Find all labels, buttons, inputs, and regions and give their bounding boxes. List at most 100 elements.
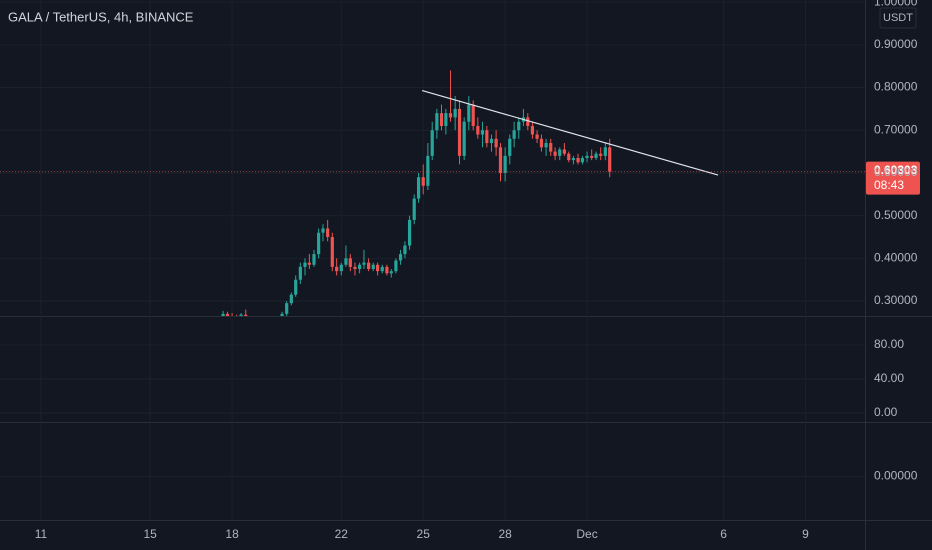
candle-body: [353, 266, 357, 270]
candle-body: [289, 294, 293, 304]
candle-body: [239, 314, 243, 316]
candle-body: [221, 313, 225, 316]
candle-body: [330, 237, 334, 267]
x-tick-label: 22: [335, 527, 349, 541]
x-tick-label: 28: [498, 527, 512, 541]
candle-body: [489, 138, 494, 144]
candle-body: [467, 104, 471, 122]
candle-body: [426, 155, 430, 186]
candle-body: [517, 121, 521, 131]
candle-body: [348, 258, 352, 267]
candle-body: [321, 228, 325, 233]
y-tick-label: 0.00000: [874, 469, 918, 483]
candle-body: [294, 279, 298, 295]
candle-body: [367, 262, 371, 270]
candle-body: [558, 149, 562, 156]
candle-body: [608, 147, 612, 172]
grid: [0, 0, 865, 520]
y-tick-label: 0.90000: [874, 37, 918, 51]
candle-body: [335, 266, 339, 272]
candle-body: [471, 104, 475, 126]
candle-body: [416, 177, 421, 199]
candle-body: [448, 113, 453, 118]
candles: [221, 70, 612, 316]
candle-body: [476, 125, 480, 135]
y-tick-label: 0.80000: [874, 80, 918, 94]
x-tick-label: 9: [802, 527, 809, 541]
candle-body: [498, 147, 503, 173]
candle-body: [512, 130, 516, 139]
candle-body: [457, 108, 462, 156]
x-tick-label: Dec: [576, 527, 597, 541]
candle-body: [307, 262, 311, 265]
y-tick-label: 0.30000: [874, 293, 918, 307]
candle-body: [339, 264, 343, 272]
y-tick-label: 1.00000: [874, 0, 918, 8]
candle-body: [244, 314, 248, 316]
candle-body: [567, 153, 571, 161]
candle-body: [326, 228, 330, 237]
last-price-box: [866, 161, 920, 195]
candle-body: [544, 143, 548, 148]
candle-body: [298, 266, 302, 280]
candle-body: [530, 125, 535, 135]
candle-body: [303, 262, 307, 267]
candle-body: [485, 130, 489, 144]
chart-title: GALA / TetherUS, 4h, BINANCE: [8, 9, 194, 24]
candle-body: [444, 113, 448, 126]
x-tick-label: 15: [143, 527, 157, 541]
candle-body: [412, 198, 416, 220]
quote-unit: USDT: [883, 12, 913, 24]
candle-body: [494, 138, 498, 148]
candle-body: [439, 113, 444, 126]
candle-body: [280, 313, 284, 316]
candle-body: [389, 271, 393, 274]
candle-body: [603, 147, 607, 156]
candle-body: [421, 177, 425, 186]
y-tick-label: 0.50000: [874, 208, 918, 222]
candle-body: [362, 262, 366, 265]
candle-body: [549, 143, 553, 152]
candle-body: [357, 264, 362, 270]
candle-body: [553, 151, 557, 156]
y-tick-label: 0.00: [874, 405, 898, 419]
candle-body: [380, 266, 384, 272]
x-tick-label: 25: [417, 527, 431, 541]
candle-body: [585, 155, 589, 158]
candle-body: [599, 153, 603, 156]
candle-body: [526, 117, 530, 126]
candle-body: [403, 245, 407, 255]
candle-body: [376, 264, 380, 272]
candle-body: [453, 108, 457, 118]
candle-body: [576, 158, 580, 163]
candle-body: [480, 130, 485, 135]
candle-body: [398, 254, 403, 261]
y-tick-label: 0.70000: [874, 122, 918, 136]
candle-body: [317, 232, 321, 255]
candle-body: [571, 158, 575, 161]
unit-box[interactable]: [879, 7, 917, 29]
last-price-label: 0.60303: [874, 163, 918, 177]
candle-body: [312, 254, 316, 265]
x-tick-label: 6: [720, 527, 727, 541]
y-tick-label: 0.60000: [874, 165, 918, 179]
candle-body: [371, 264, 375, 270]
y-tick-label: 40.00: [874, 371, 904, 385]
candle-body: [508, 138, 512, 156]
candle-body: [385, 266, 389, 274]
candle-body: [435, 113, 439, 131]
candle-body: [535, 134, 539, 139]
countdown: 08:43: [874, 178, 904, 192]
y-tick-label: 0.40000: [874, 251, 918, 265]
candle-body: [430, 130, 434, 156]
candle-body: [407, 219, 412, 246]
trendline: [421, 89, 719, 176]
candle-body: [462, 121, 466, 156]
candle-body: [394, 260, 398, 272]
candle-body: [344, 258, 348, 265]
x-tick-label: 11: [35, 527, 48, 541]
x-tick-label: 18: [225, 527, 239, 541]
